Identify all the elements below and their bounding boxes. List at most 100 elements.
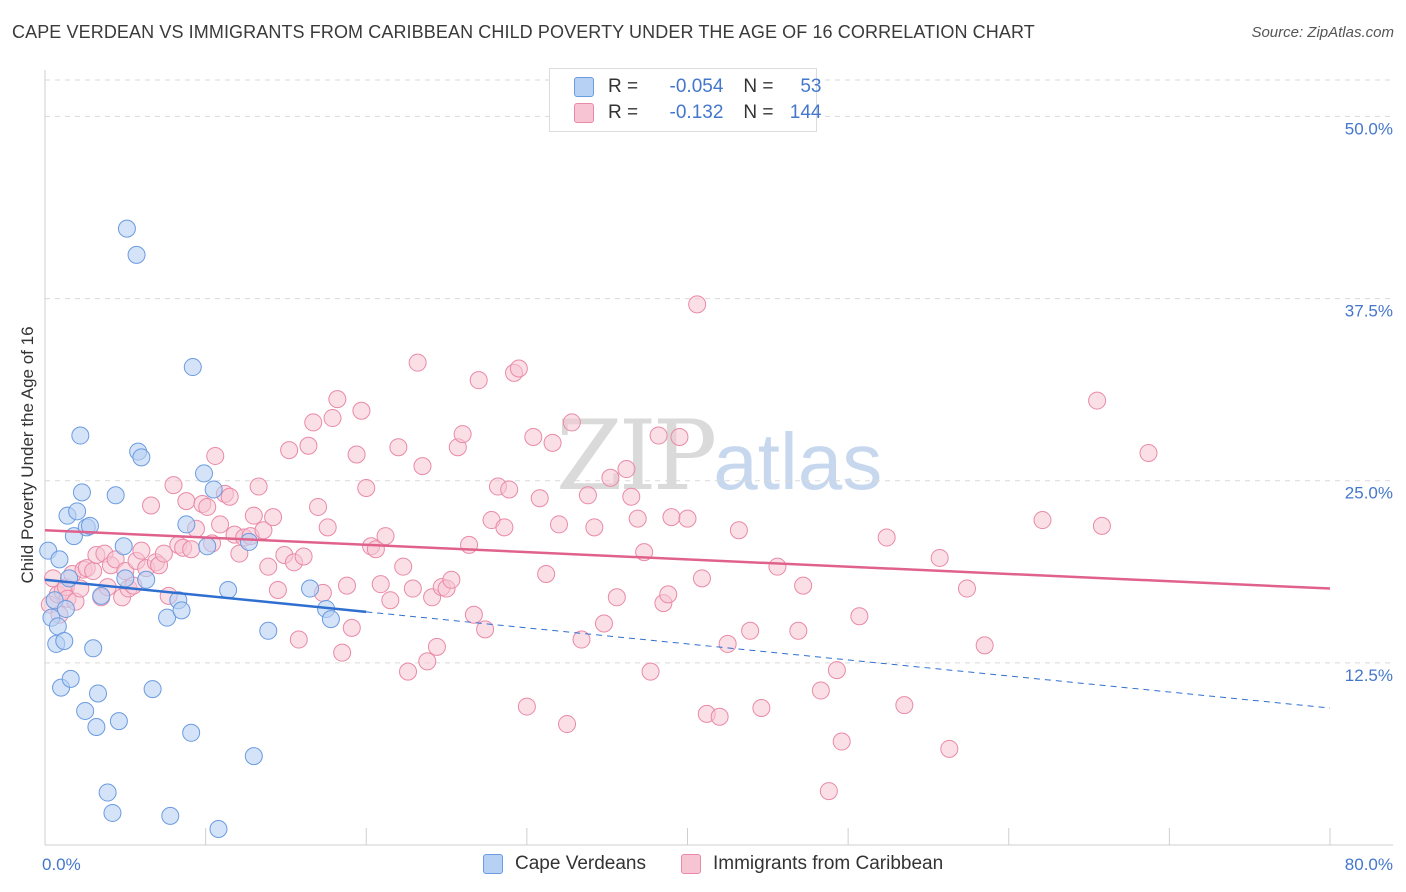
data-point-caribbean — [495, 518, 514, 537]
data-point-caribbean — [617, 460, 636, 479]
data-point-caribbean — [371, 575, 390, 594]
data-point-caribbean — [530, 489, 549, 508]
data-point-caribbean — [318, 518, 337, 537]
data-point-cape-verdean — [61, 669, 80, 688]
y-tick-label: 37.5% — [1345, 302, 1393, 321]
data-point-caribbean — [537, 564, 556, 583]
y-tick-label: 25.0% — [1345, 484, 1393, 503]
data-point-caribbean — [469, 371, 488, 390]
y-tick-label: 50.0% — [1345, 119, 1393, 138]
data-point-caribbean — [678, 509, 697, 528]
data-point-caribbean — [211, 515, 230, 534]
trend-line-cape-verdean — [44, 578, 367, 614]
data-point-cape-verdean — [84, 639, 103, 658]
data-point-caribbean — [381, 591, 400, 610]
data-point-caribbean — [729, 521, 748, 540]
data-point-caribbean — [244, 506, 263, 525]
data-point-cape-verdean — [68, 502, 87, 521]
data-point-cape-verdean — [259, 621, 278, 640]
data-point-cape-verdean — [172, 601, 191, 620]
stats-legend: R = -0.054 N = 53 R = -0.132 N = 144 — [549, 68, 822, 132]
data-point-caribbean — [895, 696, 914, 715]
data-point-cape-verdean — [89, 684, 108, 703]
legend-row-caribbean: R = -0.132 N = 144 — [574, 101, 822, 125]
data-point-caribbean — [601, 468, 620, 487]
data-point-cape-verdean — [60, 569, 79, 588]
data-point-cape-verdean — [195, 464, 214, 483]
data-point-caribbean — [357, 479, 376, 497]
data-point-caribbean — [811, 681, 830, 700]
data-point-caribbean — [543, 433, 562, 452]
data-point-cape-verdean — [204, 480, 223, 499]
bottom-legend-cape-verdeans: Cape Verdeans — [483, 852, 646, 876]
n-label: N = — [743, 102, 774, 123]
pink-swatch-icon — [681, 854, 701, 874]
data-point-cape-verdean — [137, 570, 156, 589]
bottom-legend-label: Immigrants from Caribbean — [713, 853, 944, 874]
data-point-caribbean — [352, 401, 371, 420]
data-point-cape-verdean — [106, 486, 125, 505]
data-point-caribbean — [975, 636, 994, 655]
x-tick-label-min: 0.0% — [42, 855, 81, 874]
data-point-caribbean — [741, 621, 760, 640]
data-point-caribbean — [299, 436, 318, 455]
data-point-caribbean — [641, 662, 660, 681]
blue-swatch-icon — [574, 77, 594, 97]
data-point-caribbean — [337, 576, 356, 595]
data-point-caribbean — [442, 570, 461, 589]
data-point-cape-verdean — [161, 806, 180, 825]
data-point-cape-verdean — [117, 219, 136, 238]
data-point-caribbean — [177, 492, 196, 511]
data-point-cape-verdean — [116, 569, 135, 588]
data-point-caribbean — [164, 476, 183, 495]
data-point-caribbean — [649, 426, 668, 445]
data-point-caribbean — [550, 515, 568, 534]
data-point-caribbean — [1139, 444, 1158, 463]
n-label: N = — [743, 76, 774, 97]
data-point-cape-verdean — [55, 632, 74, 650]
data-point-caribbean — [323, 409, 342, 428]
data-point-cape-verdean — [183, 358, 202, 377]
data-point-caribbean — [524, 428, 543, 446]
data-point-caribbean — [220, 487, 239, 506]
data-point-caribbean — [333, 643, 352, 662]
data-point-cape-verdean — [114, 537, 133, 556]
data-point-caribbean — [827, 661, 846, 680]
data-point-caribbean — [304, 413, 323, 432]
data-point-cape-verdean — [177, 515, 196, 534]
data-point-caribbean — [408, 353, 427, 372]
data-point-caribbean — [347, 445, 366, 464]
data-point-cape-verdean — [219, 581, 238, 599]
data-point-caribbean — [132, 541, 151, 560]
data-point-caribbean — [427, 637, 446, 656]
data-point-caribbean — [328, 390, 347, 409]
data-point-caribbean — [154, 544, 173, 563]
data-point-caribbean — [1092, 516, 1111, 535]
data-point-caribbean — [413, 457, 432, 476]
data-point-cape-verdean — [50, 550, 69, 569]
data-point-cape-verdean — [71, 426, 90, 445]
r-label: R = — [608, 76, 639, 97]
r-value: -0.132 — [669, 102, 724, 123]
data-point-caribbean — [268, 581, 287, 599]
data-point-caribbean — [464, 605, 483, 624]
data-point-caribbean — [877, 528, 896, 547]
data-point-caribbean — [342, 618, 361, 637]
n-value: 53 — [800, 76, 822, 97]
data-point-cape-verdean — [321, 610, 340, 629]
data-point-caribbean — [198, 497, 217, 516]
data-point-caribbean — [607, 588, 626, 607]
y-tick-label: 12.5% — [1345, 666, 1393, 685]
data-point-caribbean — [376, 527, 395, 546]
data-point-cape-verdean — [209, 819, 228, 838]
data-point-caribbean — [578, 486, 597, 505]
data-point-caribbean — [309, 497, 328, 516]
data-point-caribbean — [389, 438, 408, 457]
data-point-cape-verdean — [158, 608, 177, 627]
data-point-cape-verdean — [76, 701, 95, 720]
n-value: 144 — [789, 102, 822, 123]
data-point-caribbean — [106, 550, 125, 569]
data-point-caribbean — [670, 428, 689, 446]
data-point-cape-verdean — [92, 586, 111, 605]
data-point-cape-verdean — [103, 803, 122, 822]
